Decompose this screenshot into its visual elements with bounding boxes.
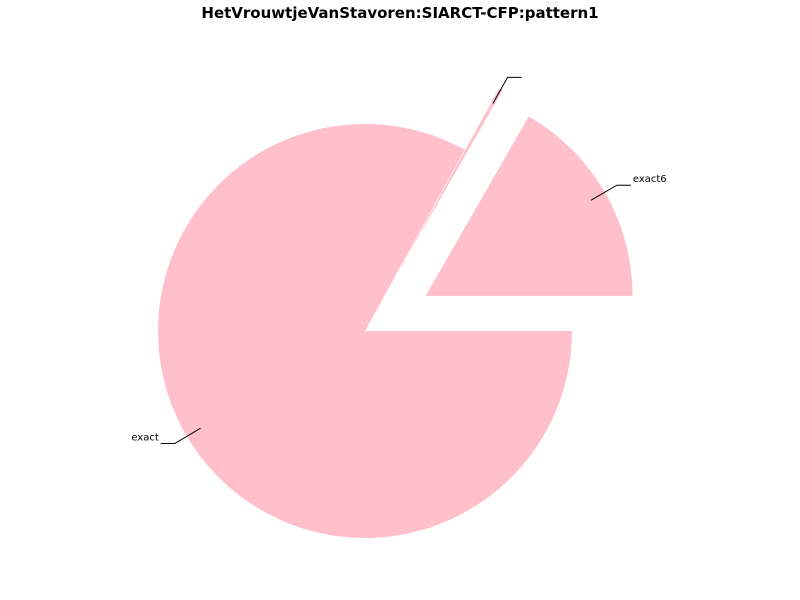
leader-line-exact bbox=[160, 427, 201, 444]
leader-line-exact6 bbox=[590, 184, 631, 201]
chart-title: HetVrouwtjeVanStavoren:SIARCT-CFP:patter… bbox=[201, 4, 599, 22]
pie-slice-exact bbox=[157, 124, 572, 538]
pie-labels: exact6 exact bbox=[131, 76, 667, 444]
pie-slice-exact6 bbox=[425, 116, 633, 296]
slice-label: exact bbox=[131, 432, 159, 443]
leader-line-unlabeled-1 bbox=[492, 76, 522, 104]
pie-slices bbox=[157, 88, 633, 538]
slice-label: exact6 bbox=[633, 174, 667, 185]
pie-slice-unlabeled-1 bbox=[399, 88, 503, 270]
